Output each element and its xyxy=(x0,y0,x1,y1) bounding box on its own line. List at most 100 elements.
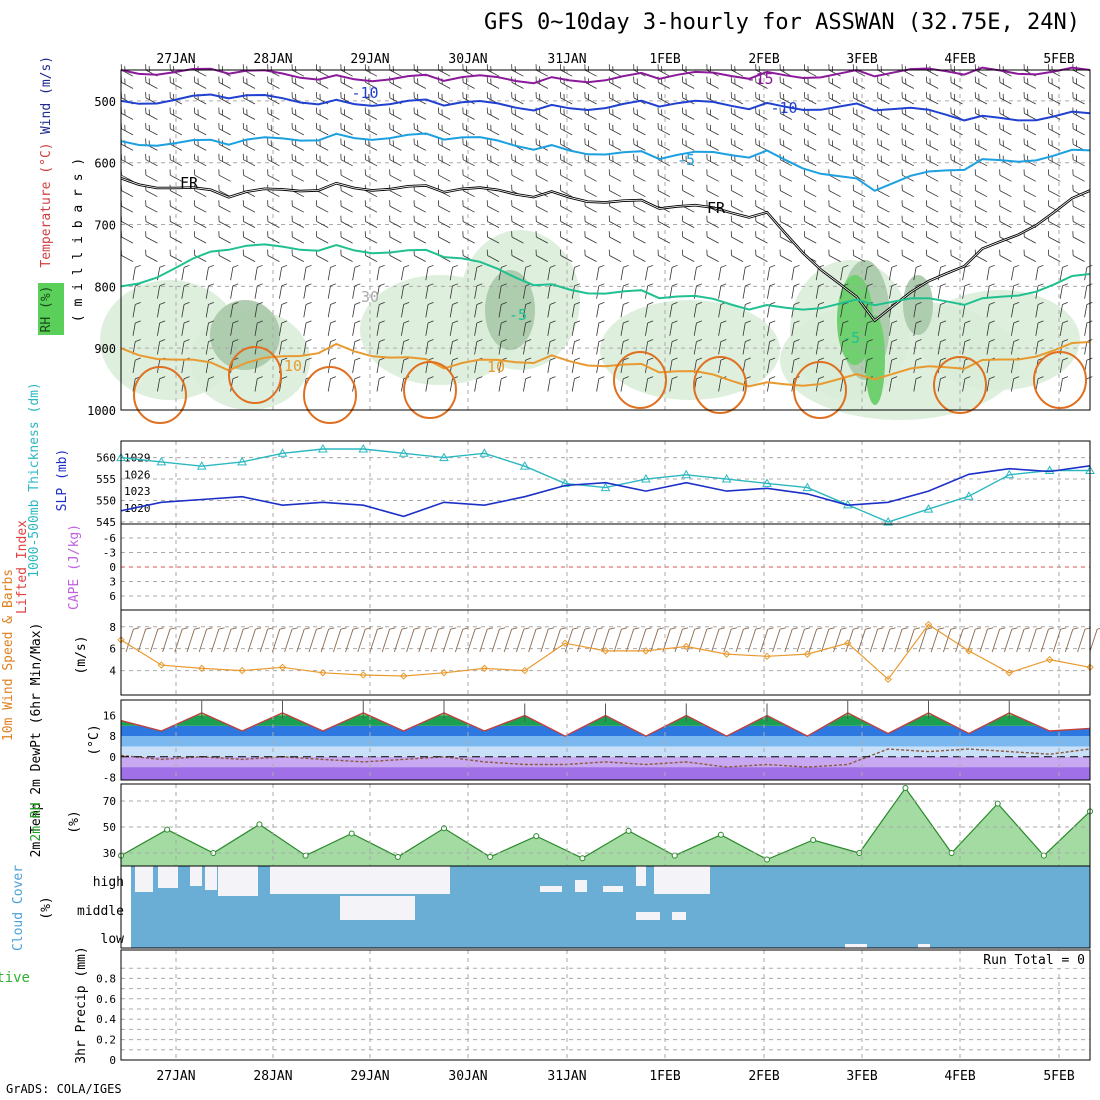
wind-barb-staff xyxy=(975,190,988,198)
wind-barb-staff xyxy=(633,113,646,120)
wind-barb-profile xyxy=(498,320,507,336)
wind-barb-profile xyxy=(926,122,939,136)
wind-barb-staff xyxy=(279,341,283,355)
wind-barb-flag xyxy=(438,122,440,129)
wind-barb-flag xyxy=(486,200,488,207)
wind-barb-flag xyxy=(438,64,440,71)
wind-barb-staff xyxy=(523,341,527,355)
wind-barb-flag xyxy=(267,122,269,129)
wind-barb-staff xyxy=(267,113,280,120)
wind-barb-staff xyxy=(731,143,744,151)
wind-barb-staff xyxy=(584,82,597,89)
wind-barb-profile xyxy=(815,283,825,299)
wind-barb-flag xyxy=(148,93,150,100)
wind-barb-profile xyxy=(340,215,353,228)
cloud-clear-patch xyxy=(672,912,686,920)
wind-barb-staff xyxy=(706,221,719,228)
wind-barb-staff xyxy=(157,341,161,355)
wind-barb-profile xyxy=(1072,153,1085,167)
wind-barb-staff xyxy=(682,113,695,120)
wind-barb-staff xyxy=(620,341,624,355)
wind-barb-profile xyxy=(267,215,280,228)
wind-barb-flag xyxy=(831,109,834,116)
wind-barb-profile xyxy=(523,264,532,281)
wind-barb-staff xyxy=(926,255,939,262)
wind-barb-profile xyxy=(950,122,963,136)
wind-barb-flag xyxy=(807,155,809,162)
wind-barb-staff xyxy=(1084,341,1088,355)
wind-barb-staff xyxy=(1011,341,1015,355)
wind-barb-profile xyxy=(1084,264,1093,281)
wind-barb-profile xyxy=(535,200,548,213)
wind-barb-profile xyxy=(986,339,995,355)
wind-barb-profile xyxy=(877,64,890,77)
wind-barb-profile xyxy=(620,339,629,355)
wind-barb-10m xyxy=(162,627,176,653)
wind-barb-flag xyxy=(291,627,298,630)
wind-barb-flag xyxy=(926,76,928,83)
wind-barb-staff xyxy=(975,205,988,213)
wind-barb-staff xyxy=(902,205,914,213)
wind-barb-flag xyxy=(877,76,879,83)
wind-barb-flag xyxy=(877,138,879,145)
wind-barb-flag xyxy=(450,627,457,630)
wind-barb-flag xyxy=(270,78,272,85)
wind-barb-flag xyxy=(905,109,907,116)
rh-shade-core xyxy=(485,270,535,350)
wind-barb-staff xyxy=(999,174,1012,182)
wind-barb-staff xyxy=(1059,285,1063,299)
wind-barb-staff xyxy=(853,97,866,105)
wind-barb-profile xyxy=(511,215,524,228)
wind-barb-staff xyxy=(389,159,402,167)
wind-barb-10m xyxy=(308,627,323,653)
wind-barb-flag xyxy=(901,184,903,191)
wind-barb-staff xyxy=(596,304,600,318)
wind-barb-profile xyxy=(1023,249,1036,262)
wind-barb-flag xyxy=(730,231,732,238)
wind-barb-staff xyxy=(414,190,426,198)
wind-barb-staff xyxy=(279,267,283,281)
wind-barb-flag xyxy=(305,283,312,287)
wind-barb-flag xyxy=(316,92,318,98)
wind-barb-profile xyxy=(1035,264,1044,281)
wind-barb-flag xyxy=(319,124,321,131)
wind-barb-flag xyxy=(525,376,532,380)
wind-barb-flag xyxy=(685,78,687,85)
wind-barb-flag xyxy=(999,627,1006,630)
wind-barb-flag xyxy=(828,153,830,160)
wind-barb-profile xyxy=(926,231,939,244)
wind-barb-staff xyxy=(877,97,890,105)
wind-barb-flag xyxy=(755,627,762,630)
wind-barb-staff xyxy=(498,341,502,355)
wind-barb-flag xyxy=(901,76,903,83)
wind-barb-10m xyxy=(991,627,1006,653)
wind-barb-staff xyxy=(767,378,771,392)
y-tick-label: -8 xyxy=(103,771,116,784)
wind-barb-staff xyxy=(877,143,890,151)
wind-barb-flag xyxy=(281,339,288,342)
wind-barb-staff xyxy=(352,341,356,355)
wind-barb-flag xyxy=(549,339,556,342)
wind-barb-staff xyxy=(815,304,819,318)
wind-barb-flag xyxy=(706,231,708,238)
wind-barb-flag xyxy=(392,66,394,72)
wind-barb-flag xyxy=(563,140,565,147)
wind-barb-profile xyxy=(730,138,744,151)
wind10-marker xyxy=(1005,669,1013,677)
wind-barb-staff xyxy=(181,322,185,336)
wind-barb-flag xyxy=(731,627,737,630)
wind-barb-profile xyxy=(926,184,939,198)
wind-barb-flag xyxy=(828,249,830,256)
wind-barb-staff xyxy=(784,629,793,653)
wind-barb-profile xyxy=(486,169,500,182)
wind-barb-flag xyxy=(709,66,712,72)
wind-barb-flag xyxy=(305,320,312,324)
wind-barb-profile xyxy=(352,302,361,318)
wind-barb-flag xyxy=(560,249,562,256)
wind-barb-flag xyxy=(549,302,556,305)
wind-barb-flag xyxy=(1051,78,1053,85)
wind-barb-staff xyxy=(218,128,231,136)
wind-barb-staff xyxy=(1003,629,1013,653)
wind-barb-staff xyxy=(742,304,746,318)
wind-barb-flag xyxy=(441,155,443,162)
